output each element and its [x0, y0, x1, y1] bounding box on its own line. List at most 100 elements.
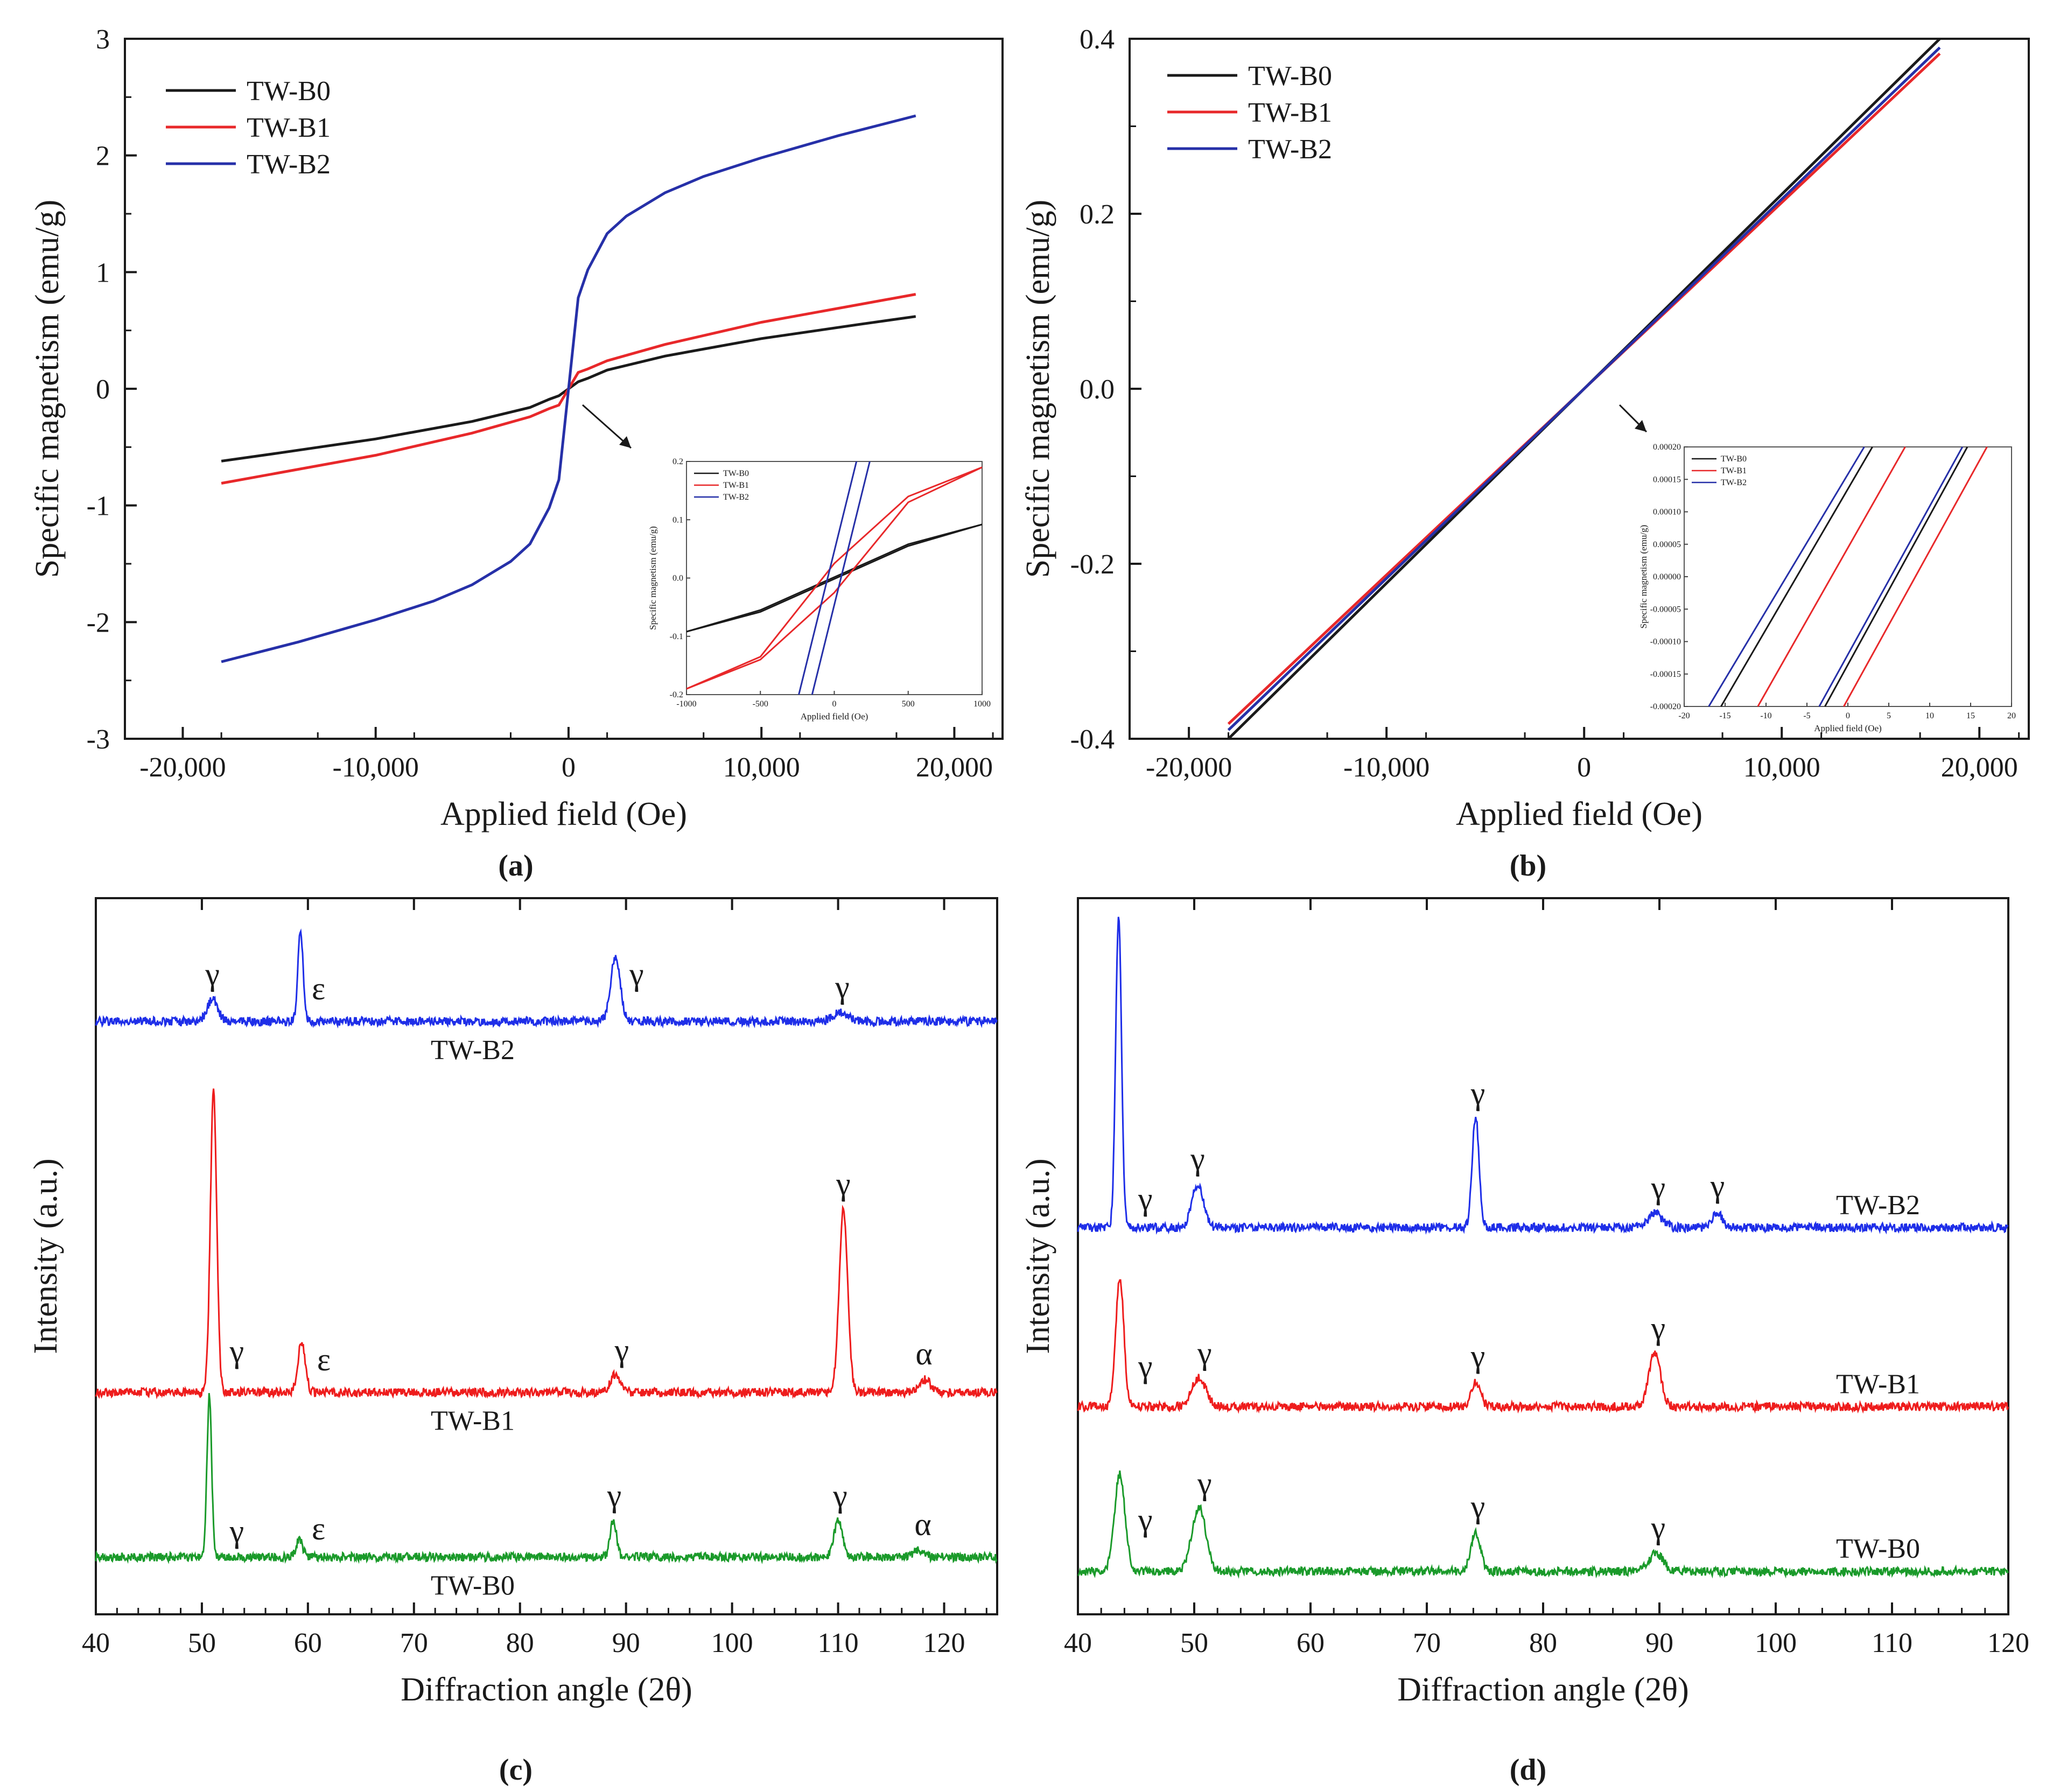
inset-y-tick-label: -0.00005 [1650, 605, 1681, 614]
panel-c: 40 50 60 70 80 90 100 110 120 Diffraction angle (… [27, 897, 998, 1708]
series-line-tw-b2 [1227, 46, 1941, 731]
inset-y-tick-label: 0.00015 [1653, 475, 1681, 484]
inset-legend-label: TW-B0 [1721, 454, 1747, 464]
sample-label: TW-B2 [1836, 1190, 1920, 1221]
peak-label: γ [629, 956, 644, 992]
x-axis-title: Applied field (Oe) [1456, 796, 1702, 832]
inset-y-tick-label: 0.00000 [1653, 572, 1681, 582]
peak-label: γ [1470, 1338, 1486, 1374]
x-tick-label: 0 [1577, 752, 1591, 783]
x-tick-label: 40 [1064, 1628, 1092, 1658]
inset-loop-tw-b1 [686, 466, 982, 690]
peak-label: γ [607, 1478, 622, 1514]
legend-label: TW-B2 [247, 149, 331, 180]
y-tick-label: 0.0 [1080, 374, 1115, 405]
sample-label: TW-B0 [431, 1571, 515, 1601]
x-tick-label: -20,000 [1146, 752, 1232, 783]
x-tick-label: 100 [1755, 1628, 1797, 1658]
inset-x-tick-label: -20 [1678, 711, 1690, 720]
inset-line-tw-b1 [1757, 446, 1906, 707]
peak-label: γ [1197, 1335, 1212, 1371]
legend-label: TW-B1 [247, 113, 331, 143]
inset-x-tick-label: 1000 [973, 699, 991, 709]
peak-label: γ [1651, 1170, 1666, 1206]
inset-y-tick-label: -0.1 [670, 632, 683, 641]
panel-a: -20,000 -10,000 0 10,000 20,000 Applied field… [29, 24, 1004, 832]
x-tick-label: 60 [294, 1628, 322, 1658]
peak-label: γ [1138, 1181, 1153, 1217]
y-axis-title: Intensity (a.u.) [1020, 1158, 1056, 1354]
peak-label: γ [832, 1478, 847, 1514]
sample-label: TW-B2 [431, 1035, 515, 1066]
peak-label: ε [312, 971, 325, 1006]
inset-x-tick-label: 15 [1966, 711, 1975, 720]
inset-line-tw-b1 [1843, 446, 1988, 707]
xrd-trace-tw-b1 [1077, 1279, 2009, 1414]
y-tick-label: 3 [96, 24, 110, 55]
inset-x-tick-label: 0 [832, 699, 837, 709]
inset-x-tick-label: 500 [902, 699, 915, 709]
plot-frame [1077, 897, 2009, 1615]
peak-label: γ [614, 1333, 629, 1368]
x-tick-label: 80 [1529, 1628, 1557, 1658]
inset-x-tick-label: 0 [1846, 711, 1850, 720]
inset-line-tw-b0 [1824, 446, 1968, 707]
legend-label: TW-B1 [1248, 97, 1332, 128]
inset-loop-tw-b0 [686, 523, 982, 633]
x-tick-label: 110 [1872, 1628, 1912, 1658]
x-tick-label: 50 [1180, 1628, 1208, 1658]
inset-y-tick-label: -0.00010 [1650, 638, 1681, 647]
panel-d: 40 50 60 70 80 90 100 110 120 Diffraction angle (… [1020, 897, 2029, 1708]
peak-label: γ [1197, 1466, 1212, 1501]
panel-b: -20,000 -10,000 0 10,000 20,000 Applied field… [1020, 24, 2030, 832]
peak-label: γ [1651, 1510, 1666, 1545]
inset-y-title: Specific magnetism (emu/g) [648, 526, 658, 630]
inset-y-tick-label: 0.00010 [1653, 508, 1681, 517]
y-axis-title: Specific magnetism (emu/g) [29, 200, 66, 578]
y-axis-title: Specific magnetism (emu/g) [1020, 200, 1056, 578]
inset-legend-label: TW-B1 [1721, 466, 1747, 475]
x-tick-label: 40 [82, 1628, 110, 1658]
x-tick-label: 20,000 [916, 752, 993, 783]
inset-x-tick-label: -5 [1803, 711, 1810, 720]
peak-label: γ [1710, 1168, 1725, 1204]
peak-label: α [915, 1336, 932, 1371]
y-tick-label: 1 [96, 257, 110, 288]
inset-y-tick-label: 0.2 [672, 457, 683, 466]
x-axis-title: Diffraction angle (2θ) [1397, 1671, 1689, 1708]
legend-label: TW-B2 [1248, 134, 1332, 165]
x-tick-label: 100 [711, 1628, 753, 1658]
x-tick-label: -10,000 [1343, 752, 1430, 783]
panel-letter: (a) [498, 849, 533, 883]
x-tick-label: 120 [923, 1628, 965, 1658]
inset-x-tick-label: 20 [2007, 711, 2016, 720]
peak-label: γ [229, 1334, 244, 1369]
x-tick-label: 60 [1297, 1628, 1325, 1658]
x-tick-label: 10,000 [723, 752, 800, 783]
peak-label: γ [229, 1513, 244, 1549]
inset-y-title: Specific magnetism (emu/g) [1638, 525, 1649, 629]
x-tick-label: 20,000 [1941, 752, 2018, 783]
inset-legend-label: TW-B1 [723, 481, 749, 490]
inset-loop-tw-b0 [686, 523, 982, 633]
inset-x-tick-label: 10 [1925, 711, 1934, 720]
x-tick-label: 10,000 [1743, 752, 1820, 783]
panel-letter: (d) [1510, 1753, 1546, 1787]
x-tick-label: 90 [1645, 1628, 1673, 1658]
x-tick-label: 90 [612, 1628, 640, 1658]
y-tick-label: -1 [87, 491, 110, 522]
inset-x-tick-label: -1000 [676, 699, 696, 709]
inset-x-tick-label: -500 [753, 699, 768, 709]
inset-x-title: Applied field (Oe) [1814, 723, 1882, 733]
y-tick-label: 2 [96, 141, 110, 172]
inset-line-tw-b2 [1708, 446, 1865, 707]
inset-y-tick-label: 0.1 [672, 515, 683, 524]
xrd-trace-tw-b0 [1077, 1470, 2009, 1579]
y-tick-label: 0.4 [1080, 24, 1115, 55]
inset-line-tw-b0 [1720, 446, 1873, 707]
xrd-trace-tw-b1 [95, 1088, 998, 1399]
x-axis-title: Diffraction angle (2θ) [401, 1671, 692, 1708]
x-tick-label: -20,000 [139, 752, 226, 783]
inset-x-tick-label: -15 [1719, 711, 1730, 720]
